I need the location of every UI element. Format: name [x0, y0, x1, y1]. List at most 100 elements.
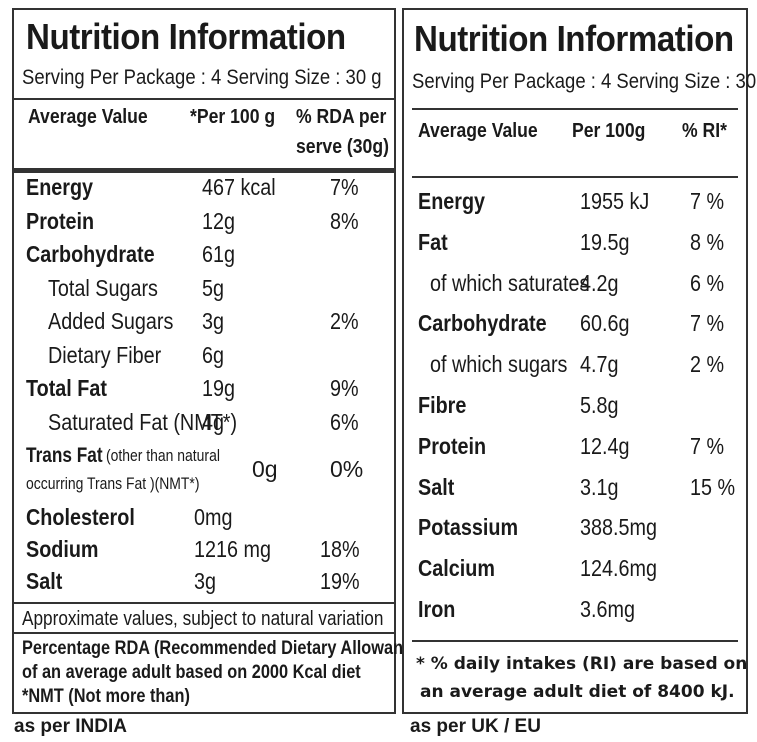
nutrient-per-100g: 12.4g — [580, 432, 630, 459]
nutrient-per-100g: 124.6mg — [580, 555, 657, 582]
india-nutrition-panel: Nutrition Information Serving Per Packag… — [12, 8, 427, 714]
india-header-average-value: Average Value — [28, 106, 148, 128]
nutrient-name: of which saturates — [430, 269, 590, 296]
nutrient-name: Sodium — [26, 536, 99, 562]
divider — [412, 176, 738, 178]
nutrient-per-100g: 0g — [252, 456, 278, 482]
nutrient-rda: 19% — [320, 568, 360, 594]
uk-footnote-diet: an average adult diet of 8400 kJ. — [420, 682, 735, 702]
india.rows2-row: Sodium 1216 mg 18% — [14, 536, 394, 568]
nutrient-per-100g: 5g — [202, 274, 225, 301]
uk-footnote-ri: * % daily intakes (RI) are based on — [416, 654, 748, 674]
nutrient-per-100g: 0mg — [194, 504, 233, 530]
nutrient-name: Dietary Fiber — [48, 341, 162, 368]
nutrient-rda: 2% — [330, 308, 359, 334]
nutrient-ri: 7 % — [690, 188, 725, 214]
nutrient-note: occurring Trans Fat )(NMT*) — [26, 474, 200, 493]
nutrient-per-100g: 61g — [202, 241, 236, 267]
india-approx-note: Approximate values, subject to natural v… — [22, 608, 384, 630]
uk.rows-row: Calcium 124.6mg — [404, 555, 746, 587]
uk.rows-row: Energy 1955 kJ 7 % — [404, 188, 746, 220]
nutrient-per-100g: 3g — [202, 308, 225, 334]
india-header-per100: *Per 100 g — [190, 106, 276, 128]
india-title: Nutrition Information — [26, 16, 346, 57]
nutrient-ri: 15 % — [690, 473, 736, 500]
nutrient-per-100g: 3.1g — [580, 473, 619, 500]
nutrient-per-100g: 388.5mg — [580, 514, 657, 541]
uk.rows-row: Potassium 388.5mg — [404, 514, 746, 546]
nutrient-per-100g: 19.5g — [580, 228, 630, 255]
india.rows-row: Dietary Fiber 6g — [14, 342, 394, 374]
india.rows-row: Carbohydrate 61g — [14, 241, 394, 273]
nutrient-name: Potassium — [418, 514, 519, 541]
nutrient-name: Added Sugars — [48, 308, 174, 334]
nutrient-name: Protein — [26, 207, 95, 234]
nutrient-per-100g: 4g — [202, 408, 225, 435]
india-footnote-rda: Percentage RDA (Recommended Dietary Allo… — [22, 638, 427, 659]
nutrient-ri: 8 % — [690, 228, 725, 255]
nutrient-ri: 7 % — [690, 432, 725, 459]
nutrient-name: Total Sugars — [48, 274, 158, 301]
nutrient-per-100g: 1955 kJ — [580, 188, 650, 214]
nutrient-ri: 7 % — [690, 310, 725, 337]
nutrient-name: Calcium — [418, 555, 495, 582]
nutrient-rda: 7% — [330, 174, 359, 200]
india-footnote-nmt: *NMT (Not more than) — [22, 686, 190, 707]
india.rows-row: Energy 467 kcal 7% — [14, 174, 394, 206]
divider — [14, 98, 394, 100]
india-region-label: as per INDIA — [14, 716, 127, 737]
nutrient-name: Salt — [26, 568, 63, 594]
india.rows-row: Added Sugars 3g 2% — [14, 308, 394, 340]
uk-header-per100: Per 100g — [572, 120, 646, 142]
india-header-rda-line1: % RDA per — [296, 106, 387, 128]
nutrient-per-100g: 60.6g — [580, 310, 630, 337]
nutrient-rda: 0% — [330, 456, 364, 482]
india-header-rda-line2: serve (30g) — [296, 136, 389, 158]
india-serving-info: Serving Per Package : 4 Serving Size : 3… — [22, 66, 382, 89]
nutrient-name: Iron — [418, 596, 456, 622]
nutrient-name: Protein — [418, 432, 487, 459]
nutrient-per-100g: 467 kcal — [202, 174, 276, 200]
nutrient-name: Trans Fat — [26, 444, 103, 467]
divider — [14, 632, 394, 634]
nutrient-name: Energy — [418, 188, 486, 214]
nutrient-per-100g: 4.2g — [580, 269, 619, 296]
nutrient-name: Total Fat — [26, 375, 107, 401]
nutrient-rda: 9% — [330, 375, 359, 401]
nutrient-name: Carbohydrate — [26, 241, 155, 267]
nutrient-rda: 18% — [320, 536, 360, 562]
nutrient-name: of which sugars — [430, 351, 568, 378]
nutrient-per-100g: 1216 mg — [194, 536, 271, 562]
nutrient-ri: 2 % — [690, 351, 725, 378]
india.rows2-row: Salt 3g 19% — [14, 568, 394, 600]
nutrient-per-100g: 19g — [202, 375, 236, 401]
india.rows-row: Protein 12g 8% — [14, 208, 394, 240]
uk.rows-row: Salt 3.1g 15 % — [404, 474, 746, 506]
nutrient-name: Carbohydrate — [418, 310, 547, 337]
india-footnote-diet: of an average adult based on 2000 Kcal d… — [22, 662, 361, 683]
nutrient-ri: 6 % — [690, 269, 725, 296]
uk-header-ri: % RI* — [682, 120, 727, 142]
nutrient-rda: 6% — [330, 408, 359, 435]
uk.rows-row: Fibre 5.8g — [404, 392, 746, 424]
uk.rows-row: Iron 3.6mg — [404, 596, 746, 628]
nutrient-name: Energy — [26, 174, 94, 200]
nutrient-per-100g: 12g — [202, 207, 236, 234]
nutrient-per-100g: 4.7g — [580, 351, 619, 378]
uk.rows-row: Protein 12.4g 7 % — [404, 433, 746, 465]
nutrient-name: Fibre — [418, 392, 467, 418]
divider — [412, 108, 738, 110]
nutrient-per-100g: 3g — [194, 568, 217, 594]
nutrient-per-100g: 3.6mg — [580, 596, 635, 622]
nutrient-per-100g: 6g — [202, 341, 225, 368]
uk-serving-info: Serving Per Package : 4 Serving Size : 3… — [412, 70, 757, 93]
uk.rows-row: of which saturates 4.2g 6 % — [404, 270, 746, 302]
nutrient-name: Saturated Fat (NMT*) — [48, 408, 238, 435]
nutrient-note: (other than natural — [106, 446, 220, 465]
nutrient-per-100g: 5.8g — [580, 392, 619, 418]
uk-title: Nutrition Information — [414, 18, 734, 59]
uk-region-label: as per UK / EU — [410, 716, 541, 737]
divider-thick — [14, 168, 394, 173]
uk.rows-row: of which sugars 4.7g 2 % — [404, 351, 746, 383]
divider — [14, 602, 394, 604]
